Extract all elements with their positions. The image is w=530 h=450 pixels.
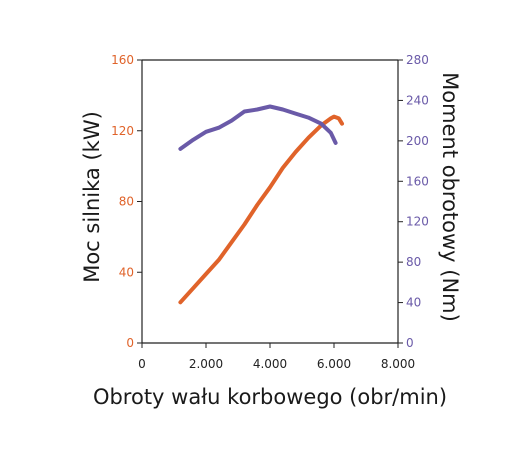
power-series-line — [178, 114, 344, 305]
x-tick-label: 6.000 — [317, 357, 351, 371]
left-tick-label: 160 — [111, 53, 134, 67]
right-tick-label: 200 — [406, 134, 429, 148]
left-axis-ticks: 0 40 80 120 160 — [111, 53, 142, 350]
x-axis-ticks: 0 2.000 4.000 6.000 8.000 — [138, 343, 415, 371]
x-tick-label: 8.000 — [381, 357, 415, 371]
right-tick-label: 240 — [406, 93, 429, 107]
left-tick-label: 120 — [111, 124, 134, 138]
right-tick-label: 160 — [406, 174, 429, 188]
right-tick-label: 280 — [406, 53, 429, 67]
x-tick-label: 2.000 — [189, 357, 223, 371]
right-tick-label: 0 — [406, 336, 414, 350]
right-axis-ticks: 0 40 80 120 160 200 240 280 — [398, 53, 429, 350]
left-tick-label: 80 — [119, 195, 134, 209]
x-tick-label: 0 — [138, 357, 146, 371]
y-axis-left-title: Moc silnika (kW) — [80, 111, 104, 283]
right-tick-label: 80 — [406, 255, 421, 269]
left-tick-label: 0 — [126, 336, 134, 350]
x-tick-label: 4.000 — [253, 357, 287, 371]
left-tick-label: 40 — [119, 265, 134, 279]
right-tick-label: 40 — [406, 296, 421, 310]
series-layer — [178, 104, 344, 305]
torque-series-line — [178, 104, 338, 151]
x-axis-title: Obroty wału korbowego (obr/min) — [93, 385, 447, 409]
y-axis-right-title: Moment obrotowy (Nm) — [438, 72, 462, 322]
right-tick-label: 120 — [406, 215, 429, 229]
